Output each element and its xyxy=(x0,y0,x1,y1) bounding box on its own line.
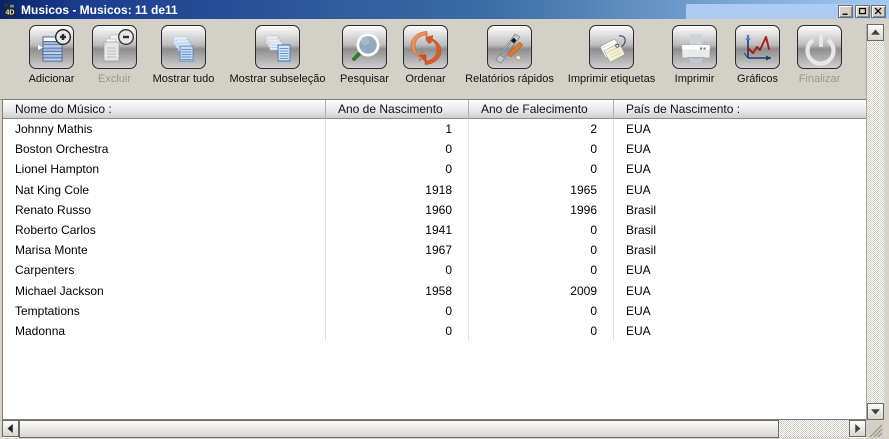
svg-text:4D: 4D xyxy=(6,9,15,16)
